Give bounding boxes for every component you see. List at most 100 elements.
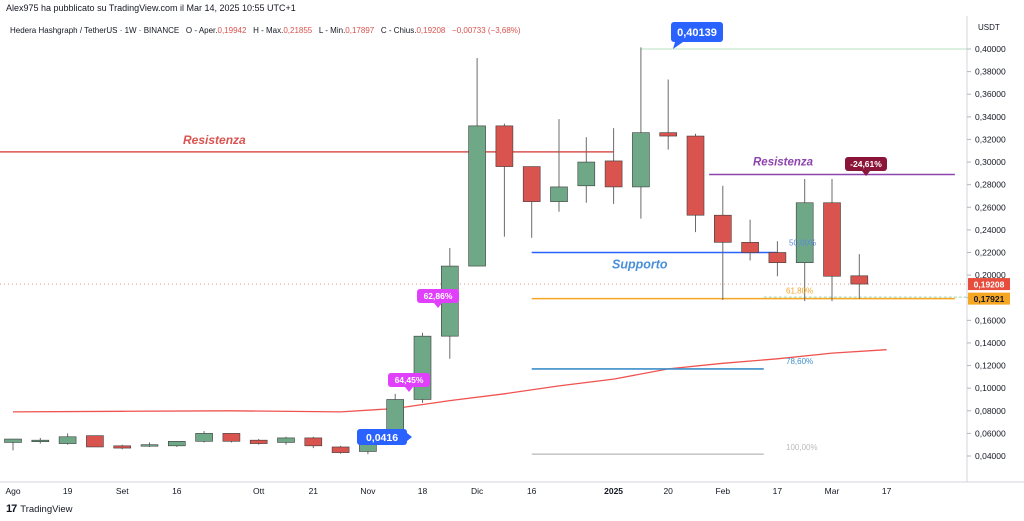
x-tick-label: 20: [663, 486, 673, 496]
low-label: L - Min.: [318, 26, 346, 35]
candle-up: [577, 161, 596, 187]
candle-down: [331, 446, 350, 453]
ohlc-legend: Hedera Hashgraph / TetherUS · 1W · BINAN…: [10, 26, 521, 35]
high-label: H - Max.: [253, 26, 284, 35]
x-tick-label: 18: [418, 486, 428, 496]
resistance-label: Resistenza: [183, 133, 246, 147]
change-value: −0,00733 (−3,68%): [452, 26, 521, 35]
y-tick-label: 0,16000: [975, 315, 1006, 325]
fib-786-label: 78,60%: [786, 357, 813, 366]
price-axis-unit: USDT: [978, 23, 1000, 32]
x-tick-label: 21: [309, 486, 319, 496]
candle-down: [604, 160, 623, 188]
candle-up: [632, 132, 650, 188]
candle-up: [277, 437, 295, 443]
y-tick-label: 0,08000: [975, 406, 1006, 416]
candle-down: [495, 125, 514, 167]
candle-down: [823, 202, 841, 277]
candle-up: [58, 436, 77, 444]
percent-badge-2: 62,86%: [424, 291, 453, 301]
candle-up: [795, 202, 814, 263]
x-tick-label: 19: [63, 486, 73, 496]
y-tick-label: 0,04000: [975, 451, 1006, 461]
fib-50-label: 50,00%: [789, 238, 816, 247]
percent-badge-1-bg: [388, 373, 430, 387]
candle-up: [195, 433, 213, 442]
x-tick-label: 16: [527, 486, 537, 496]
chart-area[interactable]: USDT 0,04000 0,06000 0,08000 0,10000 0,12000 0…: [0, 16, 1024, 498]
tradingview-logo-icon: 17: [6, 503, 17, 515]
y-tick-label: 0,36000: [975, 89, 1006, 99]
y-tick-label: 0,20000: [975, 270, 1006, 280]
x-tick-label: 17: [773, 486, 783, 496]
high-price-badge-pointer: [673, 42, 683, 49]
y-tick-label: 0,28000: [975, 180, 1006, 190]
candle-up: [468, 125, 486, 267]
candle-down: [222, 433, 241, 442]
low-price-badge-bg: [357, 429, 407, 445]
close-value: 0,19208: [416, 26, 446, 35]
candle-down: [86, 435, 104, 448]
candle-down: [522, 166, 541, 202]
x-tick-label: 17: [882, 486, 892, 496]
percent-badge-3-bg: [845, 157, 887, 171]
candle-up: [413, 335, 432, 400]
candle-down: [741, 242, 759, 253]
y-tick-label: 0,06000: [975, 428, 1006, 438]
fib-price-tag: 0,17921: [974, 294, 1005, 304]
last-price-tag-bg: [968, 278, 1010, 291]
x-tick-label: Ago: [5, 486, 20, 496]
x-tick-label: Nov: [360, 486, 376, 496]
fib-price-tag-bg: [968, 292, 1010, 305]
candle-down: [304, 437, 323, 447]
open-value: 0,19942: [217, 26, 247, 35]
y-tick-label: 0,38000: [975, 67, 1006, 77]
symbol-label: Hedera Hashgraph / TetherUS · 1W · BINAN…: [10, 26, 180, 35]
y-tick-label: 0,32000: [975, 134, 1006, 144]
y-tick-label: 0,12000: [975, 361, 1006, 371]
last-price-tag: 0,19208: [974, 280, 1005, 290]
candle-down: [113, 445, 131, 449]
y-tick-label: 0,40000: [975, 44, 1006, 54]
y-tick-label: 0,14000: [975, 338, 1006, 348]
fib-100-label: 100,00%: [786, 443, 818, 452]
percent-badge-3-pointer: [862, 171, 870, 176]
y-tick-label: 0,34000: [975, 112, 1006, 122]
support-label: Supporto: [612, 258, 668, 272]
percent-badge-2-bg: [417, 289, 459, 303]
candle-up: [168, 441, 186, 447]
y-tick-label: 0,10000: [975, 383, 1006, 393]
y-tick-label: 0,22000: [975, 248, 1006, 258]
low-price-badge: 0,0416: [366, 432, 398, 444]
candle-up: [4, 438, 22, 443]
low-value: 0,17897: [345, 26, 375, 35]
high-price-badge-bg: [671, 22, 723, 42]
open-label: O - Aper.: [185, 26, 218, 35]
candle-down: [659, 132, 678, 137]
candle-down: [249, 439, 268, 444]
low-price-badge-pointer: [407, 433, 412, 441]
candle-down: [850, 275, 869, 285]
x-tick-label: Dic: [471, 486, 484, 496]
footer: 17 TradingView: [6, 503, 73, 515]
close-label: C - Chius.: [380, 26, 417, 35]
x-tick-label: 16: [172, 486, 182, 496]
moving-average-line: [12, 349, 887, 413]
candlestick-chart[interactable]: USDT 0,04000 0,06000 0,08000 0,10000 0,12000 0…: [0, 16, 1024, 498]
high-value: 0,21855: [283, 26, 313, 35]
resistance2-label: Resistenza: [753, 156, 814, 168]
percent-badge-1: 64,45%: [395, 375, 424, 385]
percent-badge-1-pointer: [405, 387, 413, 392]
x-tick-label: Set: [116, 486, 129, 496]
x-tick-label: Feb: [715, 486, 730, 496]
candle-up: [31, 439, 50, 442]
x-tick-label: Ott: [253, 486, 265, 496]
candle-down: [686, 135, 705, 216]
percent-badge-3: -24,61%: [850, 159, 882, 169]
publisher-line: Alex975 ha pubblicato su TradingView.com…: [6, 3, 296, 13]
candle-up: [140, 444, 159, 447]
candle-down: [713, 214, 732, 243]
y-tick-label: 0,26000: [975, 202, 1006, 212]
y-tick-label: 0,24000: [975, 225, 1006, 235]
high-price-badge: 0,40139: [677, 27, 717, 39]
